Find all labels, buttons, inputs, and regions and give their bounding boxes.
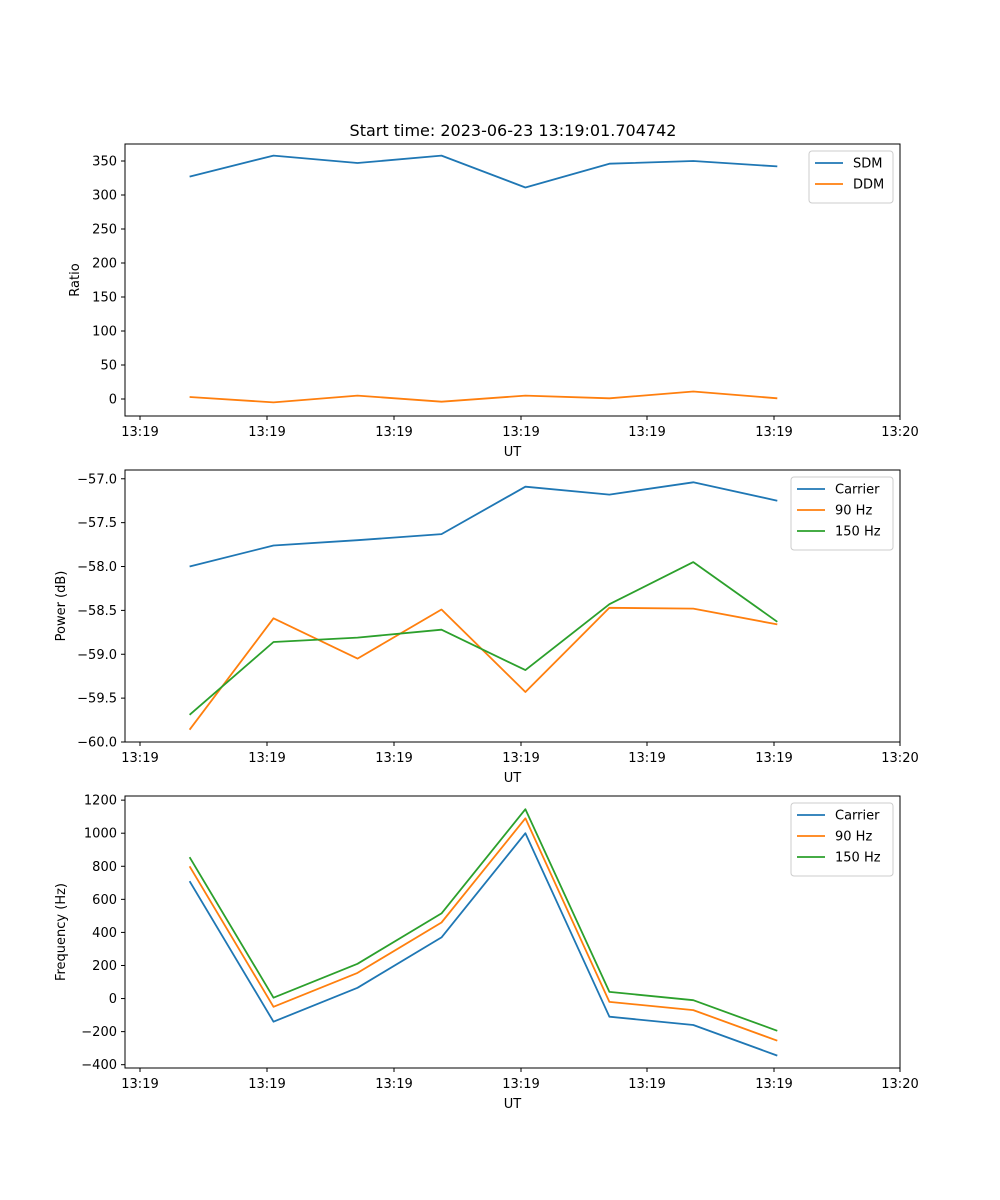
y-tick-label: 800 [92, 860, 117, 875]
y-tick-label: −58.0 [77, 560, 117, 575]
x-tick-label: 13:19 [755, 425, 792, 440]
series-line-3-3 [188, 808, 778, 1032]
x-tick-label: 13:19 [502, 425, 539, 440]
y-tick-label: 0 [109, 393, 117, 408]
y-tick-label: −59.0 [77, 648, 117, 663]
series-line-2-1 [189, 481, 778, 568]
y-tick-label: −57.5 [77, 516, 117, 531]
x-tick-label: 13:19 [375, 425, 412, 440]
x-tick-label: 13:19 [628, 425, 665, 440]
x-axis-label: UT [504, 445, 522, 460]
y-tick-label: −60.0 [77, 736, 117, 751]
y-tick-label: 600 [92, 893, 117, 908]
series-line-2-3 [189, 561, 778, 716]
y-tick-label: 200 [92, 257, 117, 272]
series-line-2-2 [188, 606, 778, 731]
y-tick-label: −400 [81, 1058, 117, 1073]
x-tick-label: 13:20 [881, 1077, 918, 1092]
y-tick-label: 300 [92, 189, 117, 204]
legend: Carrier 90 Hz 150 Hz [790, 476, 894, 551]
legend-label: DDM [853, 178, 884, 193]
y-tick-label: −200 [81, 1025, 117, 1040]
x-tick-label: 13:19 [375, 1077, 412, 1092]
x-tick-label: 13:19 [248, 1077, 285, 1092]
legend-label: SDM [853, 157, 882, 172]
chart-panel-1: 13:19 13:19 13:19 13:19 13:19 13:19 13:20 0 50 10… [68, 143, 919, 460]
x-tick-label: 13:19 [121, 751, 158, 766]
y-tick-label: 50 [100, 359, 117, 374]
legend-label: Carrier [835, 809, 880, 824]
figure-title: Start time: 2023-06-23 13:19:01.704742 [350, 121, 677, 140]
legend-label: 150 Hz [835, 525, 881, 540]
y-tick-label: 0 [109, 992, 117, 1007]
y-tick-label: 1000 [84, 827, 117, 842]
legend-label: 90 Hz [835, 830, 872, 845]
x-tick-label: 13:19 [121, 425, 158, 440]
legend: SDM DDM [808, 150, 894, 204]
y-tick-label: 200 [92, 959, 117, 974]
x-tick-label: 13:20 [881, 425, 918, 440]
legend: Carrier 90 Hz 150 Hz [790, 802, 894, 877]
y-axis-label: Power (dB) [54, 571, 69, 642]
x-tick-label: 13:19 [755, 1077, 792, 1092]
y-tick-label: 150 [92, 291, 117, 306]
chart-panel-3: 13:19 13:19 13:19 13:19 13:19 13:19 13:20 −400 −… [54, 794, 919, 1112]
y-tick-label: 100 [92, 325, 117, 340]
legend-label: 90 Hz [835, 504, 872, 519]
series-line-3-1 [188, 832, 778, 1057]
y-tick-label: 400 [92, 926, 117, 941]
y-axis-label: Frequency (Hz) [54, 883, 69, 981]
x-axis-label: UT [504, 771, 522, 786]
x-tick-label: 13:19 [121, 1077, 158, 1092]
x-axis-label: UT [504, 1097, 522, 1112]
axes-frame [124, 795, 901, 1069]
axes-frame [124, 143, 901, 417]
series-line-3-2 [188, 817, 778, 1042]
y-tick-label: −57.0 [77, 472, 117, 487]
x-tick-label: 13:20 [881, 751, 918, 766]
legend-label: Carrier [835, 483, 880, 498]
series-line-1-2 [189, 390, 778, 404]
y-tick-label: 250 [92, 223, 117, 238]
x-tick-label: 13:19 [248, 425, 285, 440]
y-tick-label: −59.5 [77, 692, 117, 707]
x-tick-label: 13:19 [502, 1077, 539, 1092]
y-axis-label: Ratio [68, 263, 83, 296]
x-tick-label: 13:19 [248, 751, 285, 766]
chart-panels: 13:19 13:19 13:19 13:19 13:19 13:19 13:20 0 50 10… [54, 143, 919, 1112]
x-tick-label: 13:19 [755, 751, 792, 766]
x-tick-label: 13:19 [375, 751, 412, 766]
axes-frame [124, 469, 901, 743]
x-tick-label: 13:19 [502, 751, 539, 766]
x-tick-label: 13:19 [628, 1077, 665, 1092]
series-line-1-1 [189, 154, 778, 189]
y-tick-label: 1200 [84, 794, 117, 809]
chart-panel-2: 13:19 13:19 13:19 13:19 13:19 13:19 13:20 −60.0… [54, 469, 919, 786]
y-tick-label: −58.5 [77, 604, 117, 619]
x-tick-label: 13:19 [628, 751, 665, 766]
y-tick-label: 350 [92, 155, 117, 170]
legend-label: 150 Hz [835, 851, 881, 866]
legend-frame [808, 150, 894, 204]
